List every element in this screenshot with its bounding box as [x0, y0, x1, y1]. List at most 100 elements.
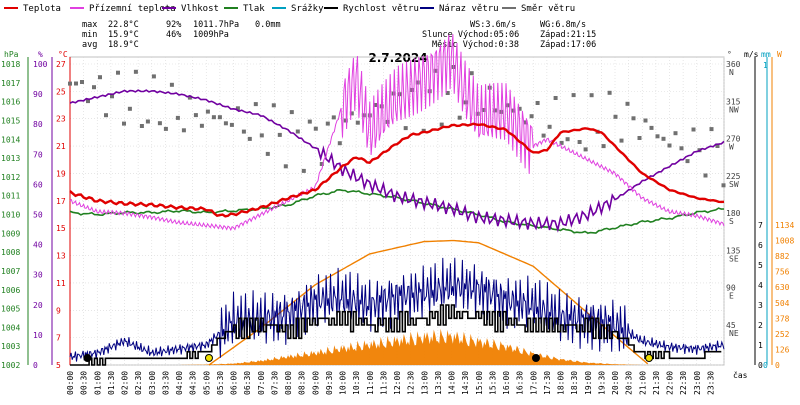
- tick-dir: 45: [726, 321, 736, 330]
- tick-x: 09:30: [325, 371, 334, 395]
- wind-direction-point: [74, 81, 78, 86]
- tick-ms: 6: [758, 241, 763, 250]
- wind-direction-point: [199, 123, 204, 128]
- tick-degc: 5: [56, 361, 61, 370]
- tick-x: 08:30: [298, 371, 307, 395]
- wind-direction-point: [601, 144, 606, 149]
- tick-dir: 315: [726, 97, 741, 106]
- tick-hpa: 1006: [1, 286, 20, 295]
- wind-direction-point: [619, 138, 624, 143]
- wind-direction-point: [247, 136, 252, 141]
- wind-avg-speed: WS:3.6m/s: [470, 20, 516, 30]
- stat-avg-label: avg: [82, 40, 97, 50]
- tick-hpa: 1014: [1, 135, 20, 144]
- wind-direction-point: [283, 164, 288, 169]
- tick-hpa: 1017: [1, 79, 20, 88]
- tick-w: 630: [775, 283, 790, 292]
- tick-x: 13:00: [420, 371, 429, 395]
- legend-label: Tlak: [243, 4, 265, 14]
- chart-axes: hPa1018101710161015101410131012101110101…: [1, 50, 794, 395]
- tick-ms: 0: [758, 361, 763, 370]
- legend-label: Náraz větru: [439, 4, 499, 14]
- chart-title: 2.7.2024: [368, 51, 427, 65]
- tick-x: 01:30: [107, 371, 116, 395]
- tick-hpa: 1012: [1, 173, 20, 182]
- stat-min-label: min: [82, 30, 97, 40]
- tick-hpa: 1003: [1, 342, 20, 351]
- wind-direction-point: [343, 118, 348, 123]
- tick-ms: 7: [758, 221, 763, 230]
- tick-dir-compass: SE: [729, 254, 739, 263]
- tick-w: 252: [775, 330, 790, 339]
- tick-degc: 23: [56, 115, 66, 124]
- wind-direction-point: [679, 146, 684, 151]
- tick-degc: 13: [56, 252, 66, 261]
- stat-max-rain: 0.0mm: [255, 20, 281, 30]
- tick-pct: 90: [33, 90, 43, 99]
- wind-direction-point: [481, 108, 486, 112]
- wind-direction-point: [331, 115, 336, 120]
- tick-hpa: 1016: [1, 98, 20, 107]
- wind-direction-point: [715, 144, 720, 148]
- series-temperature-line: [69, 122, 725, 218]
- wind-direction-point: [721, 183, 726, 188]
- tick-pct: 80: [33, 120, 43, 129]
- tick-degc: 17: [56, 197, 66, 206]
- tick-pct: 100: [33, 60, 48, 69]
- wind-direction-point: [355, 120, 360, 125]
- wind-direction-point: [265, 151, 270, 156]
- wind-direction-point: [98, 75, 102, 80]
- wind-direction-point: [205, 109, 210, 114]
- wind-direction-point: [403, 126, 408, 131]
- wind-direction-point: [193, 113, 198, 118]
- wind-direction-point: [271, 103, 276, 108]
- stat-min-hum: 46%: [166, 30, 181, 40]
- tick-mm-top: 1: [763, 61, 768, 70]
- wind-direction-point: [157, 121, 162, 126]
- tick-w: 756: [775, 268, 790, 277]
- wind-direction-point: [553, 96, 558, 100]
- tick-hpa: 1011: [1, 192, 20, 201]
- tick-x: 23:00: [693, 371, 702, 395]
- tick-degc: 21: [56, 142, 66, 151]
- tick-dir: 135: [726, 246, 741, 255]
- wind-direction-point: [607, 90, 612, 95]
- tick-x: 07:30: [270, 371, 279, 395]
- wind-direction-point: [68, 81, 72, 86]
- wind-direction-point: [295, 129, 300, 134]
- series-pressure-line: [69, 188, 725, 235]
- tick-x: 18:30: [570, 371, 579, 395]
- tick-hpa: 1010: [1, 211, 20, 220]
- wind-gust-max: WG:6.8m/s: [540, 20, 586, 30]
- tick-x: 11:30: [379, 371, 388, 395]
- tick-x: 14:30: [461, 371, 470, 395]
- tick-ms: 5: [758, 261, 763, 270]
- stat-max-hum: 92%: [166, 20, 181, 30]
- wind-direction-point: [133, 69, 138, 74]
- wind-direction-point: [637, 136, 642, 140]
- stat-min-press: 1009hPa: [193, 30, 229, 40]
- tick-w: 0: [775, 361, 780, 370]
- wind-direction-point: [229, 122, 234, 127]
- tick-degc: 15: [56, 224, 66, 233]
- tick-x: 16:00: [502, 371, 511, 395]
- tick-x: 19:30: [597, 371, 606, 395]
- tick-ms: 1: [758, 341, 763, 350]
- wind-direction-point: [661, 136, 666, 141]
- tick-x: 03:00: [148, 371, 157, 395]
- wind-direction-point: [104, 113, 108, 118]
- axis-ms-label: m/s: [744, 50, 759, 59]
- wind-direction-point: [92, 85, 96, 90]
- tick-pct: 10: [33, 331, 43, 340]
- wind-direction-point: [565, 137, 570, 142]
- tick-w: 1008: [775, 237, 794, 246]
- tick-w: 126: [775, 345, 790, 354]
- wind-direction-point: [703, 173, 708, 178]
- tick-x: 22:30: [679, 371, 688, 395]
- wind-direction-point: [241, 129, 246, 134]
- tick-degc: 7: [56, 334, 61, 343]
- wind-direction-point: [289, 110, 294, 115]
- wind-direction-point: [505, 103, 510, 108]
- axis-dir-label: °: [727, 50, 732, 59]
